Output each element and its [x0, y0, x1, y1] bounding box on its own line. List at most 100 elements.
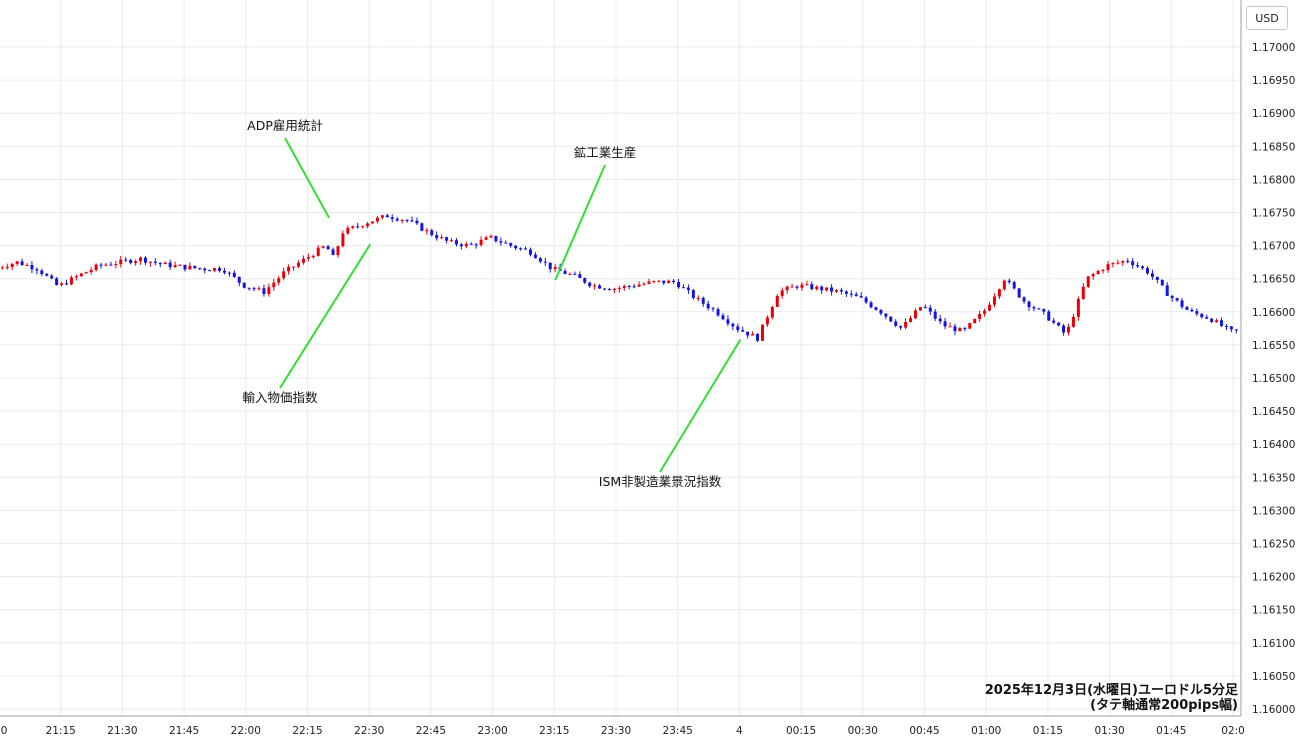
candle-body [129, 259, 133, 263]
candle-body [667, 280, 671, 284]
price-axis[interactable]: 1.17000 1.16950 1.16900 1.16850 1.16800 1.167… [1252, 42, 1295, 716]
y-tick-label: 1.16200 [1252, 572, 1295, 584]
candle-body [899, 325, 903, 328]
candle-body [20, 261, 24, 266]
candle-body [40, 270, 44, 274]
candle-body [1111, 262, 1115, 265]
candle-body [331, 249, 335, 256]
candle-body [410, 220, 414, 222]
candle-body [1062, 325, 1066, 333]
candle-body [395, 218, 399, 221]
candle-body [509, 243, 513, 246]
x-tick-label: 21:45 [169, 725, 199, 737]
candle-body [10, 263, 14, 268]
y-tick-label: 1.16000 [1252, 704, 1295, 716]
candle-body [1150, 273, 1154, 277]
x-tick-label: 21:15 [46, 725, 76, 737]
candle-body [820, 286, 824, 291]
candle-body [445, 237, 449, 241]
x-tick-label: 00:30 [848, 725, 878, 737]
candle-body [686, 287, 690, 291]
candle-body [938, 318, 942, 322]
candle-body [272, 282, 276, 288]
candle-body [247, 287, 251, 289]
y-tick-label: 1.17000 [1252, 42, 1295, 54]
candle-body [731, 323, 735, 327]
candle-body [351, 226, 355, 228]
candle-body [711, 308, 715, 310]
annotation-label: 輸入物価指数 [242, 390, 318, 405]
y-tick-label: 1.16900 [1252, 108, 1295, 120]
candle-body [252, 288, 256, 290]
candle-body [568, 273, 572, 275]
candle-body [385, 215, 389, 218]
candle-body [770, 306, 774, 318]
candle-body [617, 287, 621, 289]
candle-body [15, 261, 19, 264]
candle-body [642, 283, 646, 285]
candle-body [622, 285, 626, 288]
candle-body [913, 310, 917, 319]
candle-body [1165, 285, 1169, 296]
x-tick-label: 01:45 [1156, 725, 1186, 737]
y-tick-label: 1.16800 [1252, 174, 1295, 186]
candle-body [1234, 329, 1238, 331]
candle-body [94, 264, 98, 270]
x-tick-label: 01:00 [971, 725, 1001, 737]
time-axis[interactable]: :00 21:15 21:30 21:45 22:00 22:15 22:30 22:45 23… [0, 725, 1245, 737]
candle-body [983, 310, 987, 314]
candle-body [839, 290, 843, 292]
candle-body [1224, 325, 1228, 327]
candle-body [148, 261, 152, 263]
candle-body [800, 284, 804, 288]
candle-body [785, 286, 789, 291]
candle-body [963, 328, 967, 330]
candle-body [84, 272, 88, 274]
x-tick-label: 22:30 [354, 725, 384, 737]
candle-body [1205, 317, 1209, 319]
candle-body [1190, 309, 1194, 312]
candle-body [1042, 308, 1046, 312]
y-tick-label: 1.16450 [1252, 406, 1295, 418]
candle-body [1220, 320, 1224, 326]
candle-body [1141, 266, 1145, 269]
candle-body [474, 244, 478, 246]
candle-body [0, 267, 4, 269]
candle-body [341, 233, 345, 247]
candle-body [1007, 280, 1011, 283]
candle-body [904, 321, 908, 328]
x-tick-label: 23:45 [663, 725, 693, 737]
candle-body [499, 241, 503, 243]
x-tick-label: 23:00 [477, 725, 507, 737]
candle-body [538, 258, 542, 262]
candle-body [736, 326, 740, 331]
y-tick-label: 1.16300 [1252, 505, 1295, 517]
candle-body [1155, 276, 1159, 280]
candle-body [548, 262, 552, 270]
candle-body [988, 304, 992, 311]
candle-body [795, 286, 799, 288]
candle-body [859, 296, 863, 298]
candle-body [524, 248, 528, 250]
candle-body [74, 276, 78, 278]
candle-body [514, 245, 518, 249]
x-tick-label: 4 [736, 725, 743, 737]
candle-body [390, 217, 394, 219]
candle-body [287, 266, 291, 272]
candle-body [1071, 316, 1075, 327]
candle-body [1066, 326, 1070, 333]
currency-badge[interactable]: USD [1246, 6, 1288, 30]
x-tick-label: 01:30 [1094, 725, 1124, 737]
annotation-label: 鉱工業生産 [574, 145, 637, 160]
candle-body [232, 272, 236, 277]
candle-body [104, 264, 108, 266]
candle-body [400, 219, 404, 221]
candle-body [1180, 300, 1184, 307]
candle-body [1037, 308, 1041, 310]
candle-body [222, 270, 226, 273]
candle-body [805, 284, 809, 286]
candle-body [168, 262, 172, 268]
candle-body [844, 291, 848, 294]
candle-body [1002, 280, 1006, 290]
